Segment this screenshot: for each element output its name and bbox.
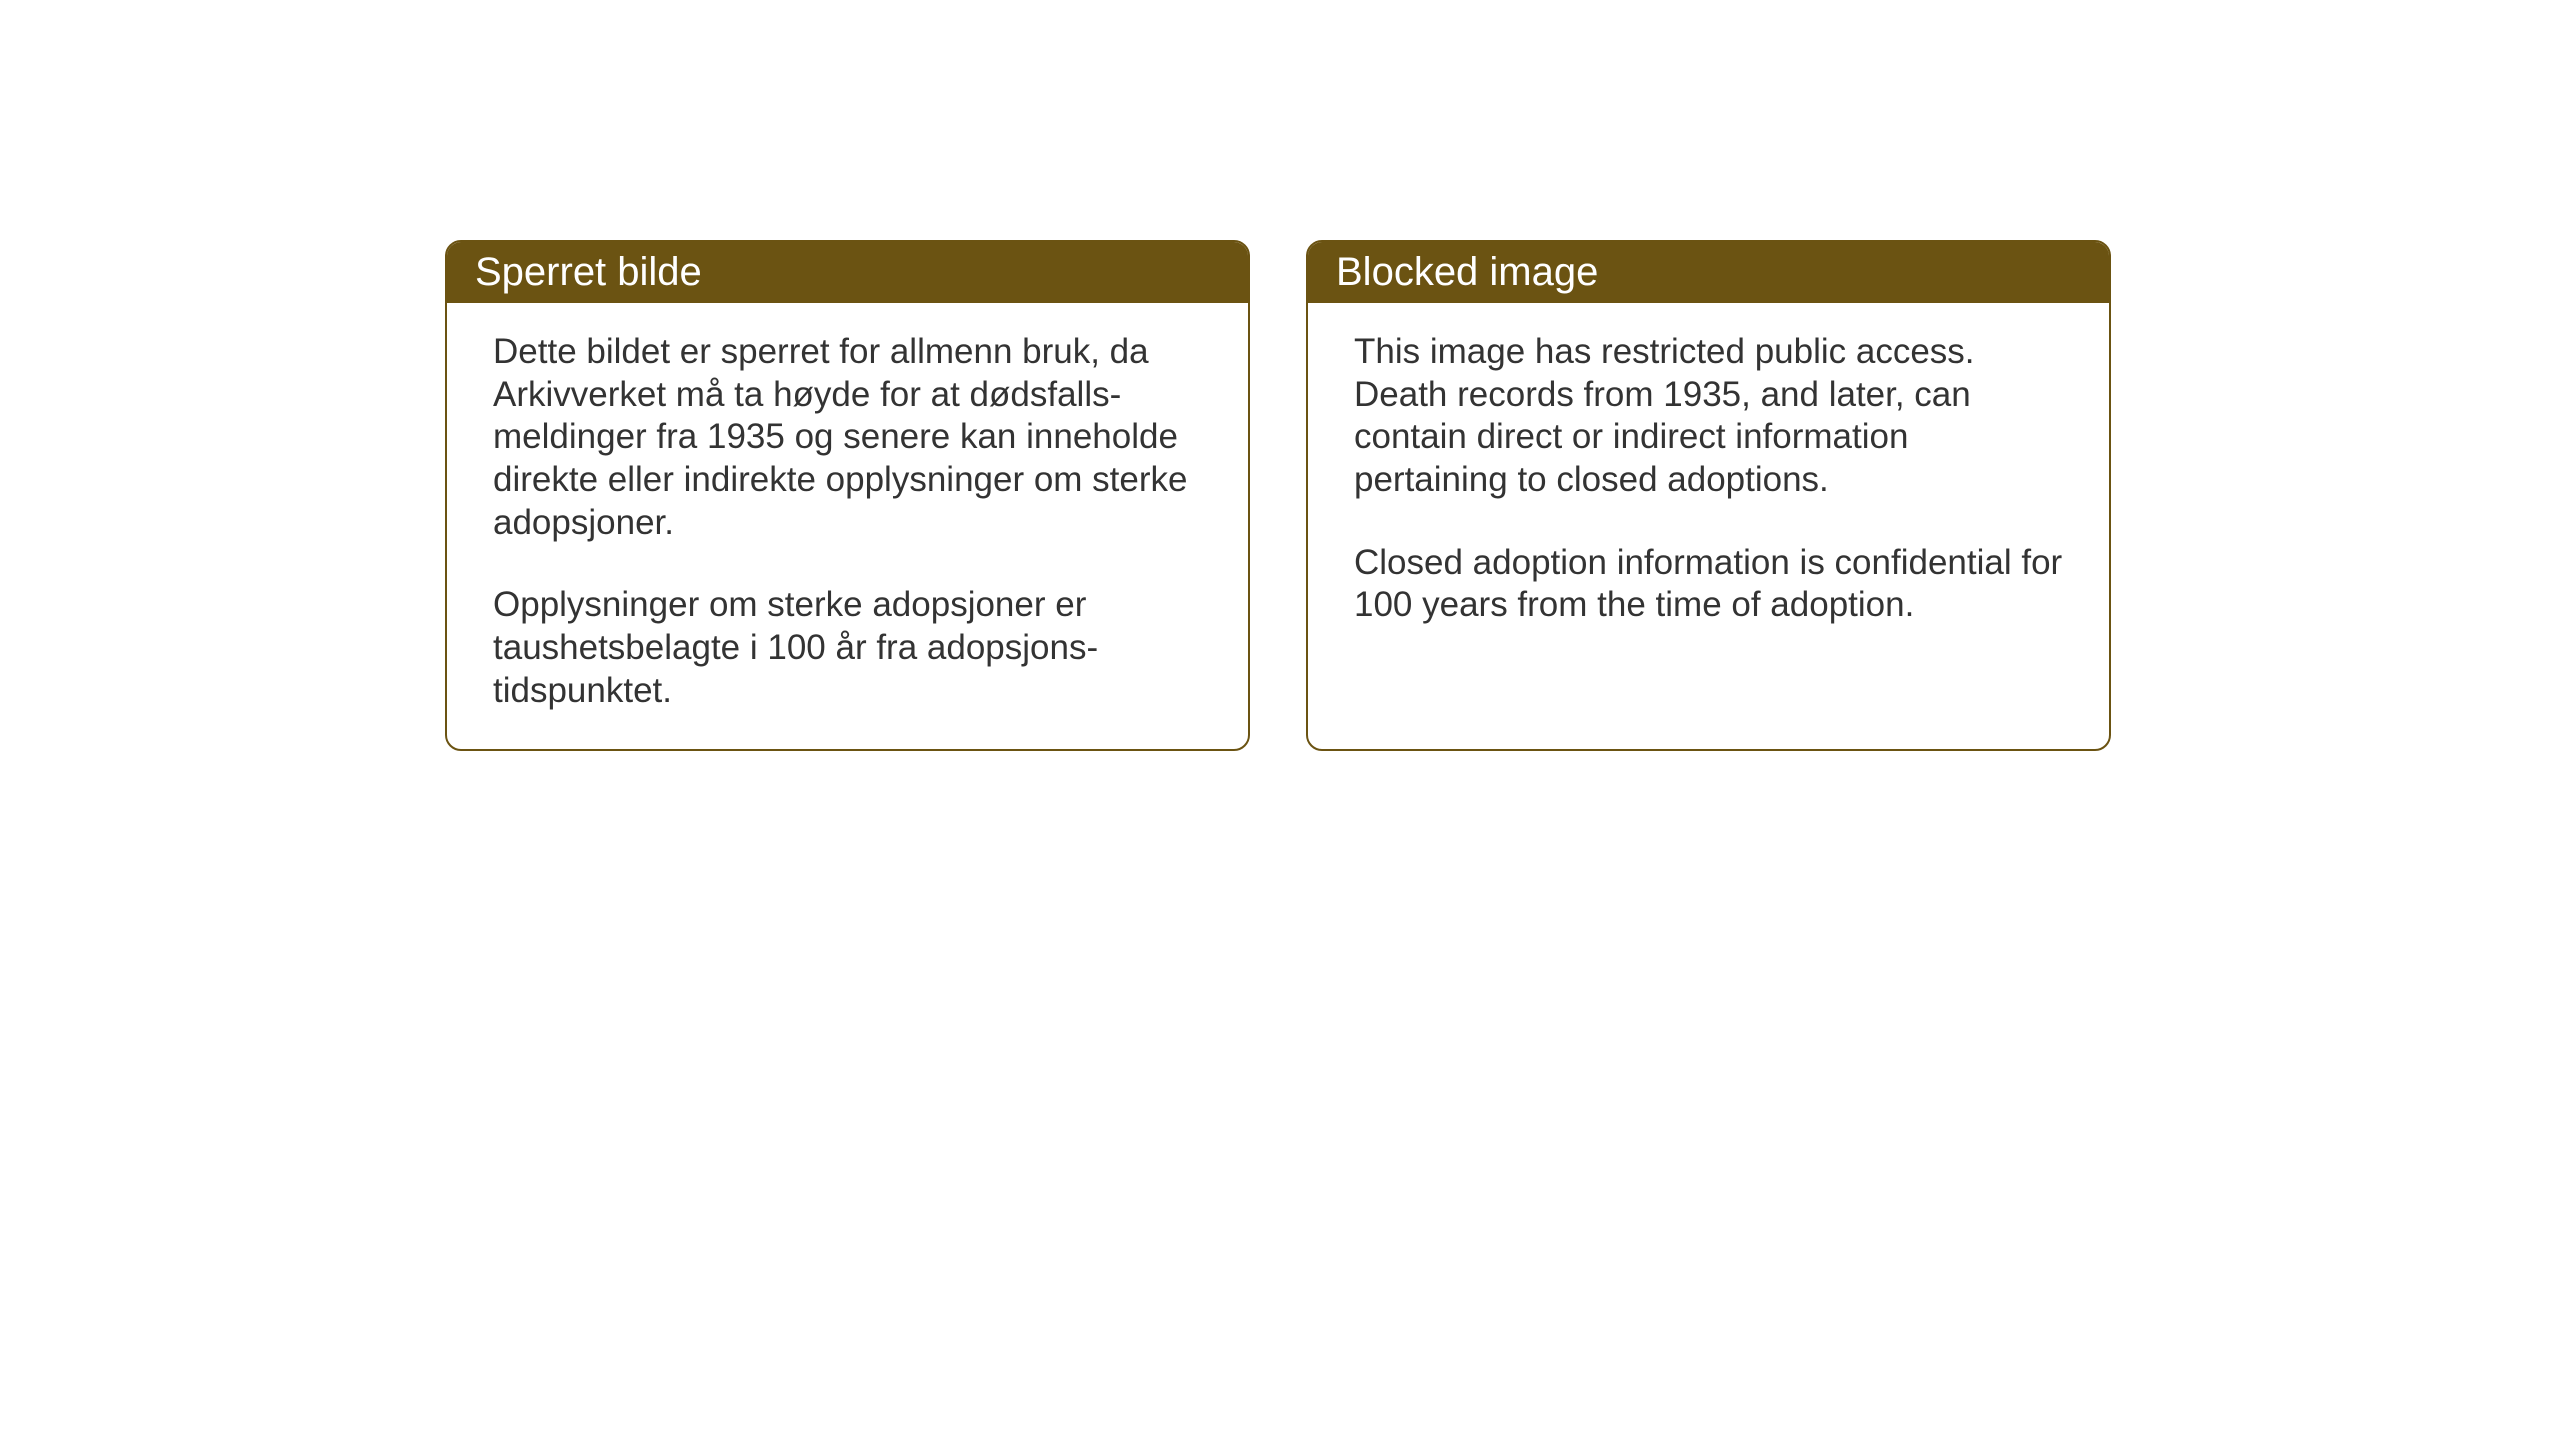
notice-body-english: This image has restricted public access.… [1308,303,2109,663]
notice-paragraph-1-norwegian: Dette bildet er sperret for allmenn bruk… [493,331,1202,544]
notice-card-english: Blocked image This image has restricted … [1306,240,2111,751]
notice-card-norwegian: Sperret bilde Dette bildet er sperret fo… [445,240,1250,751]
notice-header-english: Blocked image [1308,242,2109,303]
notice-body-norwegian: Dette bildet er sperret for allmenn bruk… [447,303,1248,749]
notice-container: Sperret bilde Dette bildet er sperret fo… [445,240,2111,751]
notice-paragraph-2-english: Closed adoption information is confident… [1354,542,2063,627]
notice-header-norwegian: Sperret bilde [447,242,1248,303]
notice-paragraph-1-english: This image has restricted public access.… [1354,331,2063,502]
notice-paragraph-2-norwegian: Opplysninger om sterke adopsjoner er tau… [493,584,1202,712]
